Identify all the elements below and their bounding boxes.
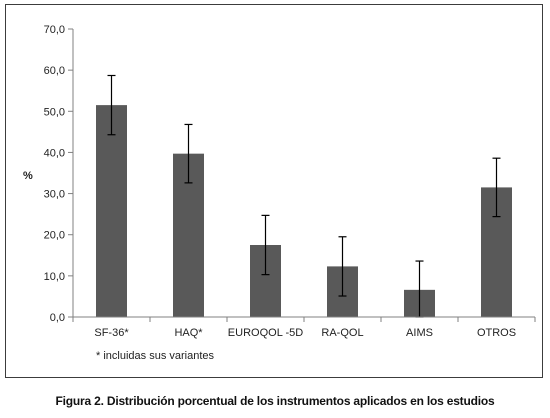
x-tick-label: AIMS	[406, 327, 433, 339]
y-tick-label: 30,0	[44, 189, 65, 201]
chart-frame: 0,0 10,0 20,0 30,0 40,0 50,0 60,0 70,0 SF-36* HA…	[5, 4, 543, 378]
y-tick-label: 20,0	[44, 230, 65, 242]
x-tick-label: SF-36*	[94, 327, 129, 339]
y-tick-label: 60,0	[44, 65, 65, 77]
y-axis-label: %	[23, 170, 33, 182]
y-tick-label: 70,0	[44, 24, 65, 36]
chart-footnote: * incluidas sus variantes	[96, 350, 215, 362]
y-tick-label: 0,0	[50, 312, 65, 324]
y-tick-label: 50,0	[44, 106, 65, 118]
x-tick-label: HAQ*	[174, 327, 203, 339]
bar-chart: 0,0 10,0 20,0 30,0 40,0 50,0 60,0 70,0 SF-36* HA…	[23, 24, 536, 362]
x-tick-label: RA-QOL	[321, 327, 363, 339]
error-bars	[107, 74, 501, 318]
x-tick-label: OTROS	[477, 327, 516, 339]
figure-caption: Figura 2. Distribución porcentual de los…	[55, 394, 495, 408]
y-tick-label: 40,0	[44, 147, 65, 159]
y-axis: 0,0 10,0 20,0 30,0 40,0 50,0 60,0 70,0	[44, 24, 74, 324]
bar	[96, 105, 127, 317]
y-tick-label: 10,0	[44, 271, 65, 283]
x-tick-label: EUROQOL -5D	[228, 327, 303, 339]
x-axis: SF-36* HAQ* EUROQOL -5D RA-QOL AIMS OTROS	[72, 316, 536, 339]
bars	[96, 105, 512, 317]
